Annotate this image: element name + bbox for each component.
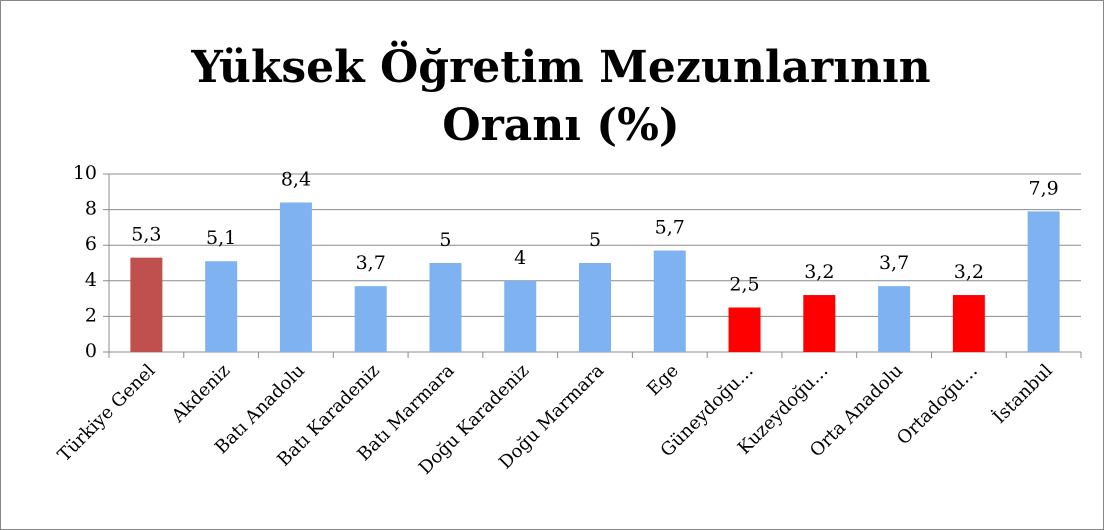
y-tick-label: 4 <box>85 269 97 291</box>
x-tick-label: Türkiye Genel <box>54 360 160 466</box>
bar <box>803 295 836 352</box>
y-tick-label: 6 <box>85 233 97 255</box>
bar <box>653 250 686 352</box>
bar <box>579 263 611 352</box>
y-tick-label: 8 <box>85 198 97 220</box>
data-label: 5 <box>439 229 451 251</box>
bar <box>354 286 387 352</box>
chart-title: Yüksek Öğretim Mezunlarının Oranı (%) <box>191 42 931 151</box>
data-label: 3,2 <box>954 261 984 283</box>
data-label: 3,7 <box>879 252 909 274</box>
bar <box>429 263 462 352</box>
data-label: 5,1 <box>206 227 236 249</box>
bar <box>952 295 985 352</box>
y-tick-label: 10 <box>73 162 97 184</box>
data-label: 8,4 <box>281 168 311 190</box>
data-label: 3,7 <box>356 252 386 274</box>
data-label: 7,9 <box>1029 177 1059 199</box>
bar <box>130 257 163 352</box>
bar <box>504 280 537 352</box>
x-tick-label: Ortadoğu… <box>893 360 982 449</box>
y-tick-label: 0 <box>85 340 97 362</box>
bar <box>279 202 312 352</box>
y-tick-label: 2 <box>85 304 97 326</box>
data-label: 4 <box>514 247 526 269</box>
x-tick-label: İstanbul <box>988 359 1057 428</box>
bar <box>205 261 238 352</box>
x-tick-label: Ege <box>643 360 683 400</box>
data-label: 3,2 <box>804 261 834 283</box>
data-label: 5 <box>589 229 601 251</box>
data-label: 5,7 <box>655 217 685 239</box>
bar <box>1027 211 1060 352</box>
bar <box>728 307 761 352</box>
data-label: 5,3 <box>131 224 161 246</box>
bar <box>878 286 911 352</box>
data-label: 2,5 <box>729 274 759 296</box>
x-tick-label: Akdeniz <box>167 360 234 427</box>
